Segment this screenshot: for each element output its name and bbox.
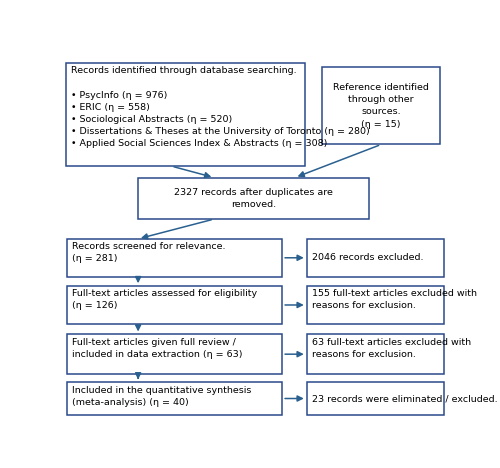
- FancyBboxPatch shape: [67, 239, 282, 277]
- Text: Full-text articles given full review /
included in data extraction (η = 63): Full-text articles given full review / i…: [72, 338, 242, 359]
- FancyBboxPatch shape: [67, 286, 282, 324]
- FancyBboxPatch shape: [67, 382, 282, 415]
- Text: 155 full-text articles excluded with
reasons for exclusion.: 155 full-text articles excluded with rea…: [312, 289, 478, 310]
- Text: 2046 records excluded.: 2046 records excluded.: [312, 254, 424, 263]
- FancyBboxPatch shape: [67, 334, 282, 374]
- FancyBboxPatch shape: [306, 239, 444, 277]
- Text: 63 full-text articles excluded with
reasons for exclusion.: 63 full-text articles excluded with reas…: [312, 338, 472, 359]
- FancyBboxPatch shape: [306, 286, 444, 324]
- Text: 2327 records after duplicates are
removed.: 2327 records after duplicates are remove…: [174, 188, 333, 209]
- Text: Records identified through database searching.

• PsycInfo (η = 976)
• ERIC (η =: Records identified through database sear…: [71, 66, 370, 148]
- Text: Reference identified
through other
sources.
(η = 15): Reference identified through other sourc…: [333, 83, 429, 129]
- Text: Included in the quantitative synthesis
(meta-analysis) (η = 40): Included in the quantitative synthesis (…: [72, 386, 251, 407]
- Text: 23 records were eliminated / excluded.: 23 records were eliminated / excluded.: [312, 394, 498, 403]
- FancyBboxPatch shape: [306, 334, 444, 374]
- FancyBboxPatch shape: [322, 67, 440, 145]
- FancyBboxPatch shape: [66, 63, 304, 166]
- Text: Records screened for relevance.
(η = 281): Records screened for relevance. (η = 281…: [72, 242, 226, 263]
- Text: Full-text articles assessed for eligibility
(η = 126): Full-text articles assessed for eligibil…: [72, 289, 257, 310]
- FancyBboxPatch shape: [138, 177, 368, 219]
- FancyBboxPatch shape: [306, 382, 444, 415]
